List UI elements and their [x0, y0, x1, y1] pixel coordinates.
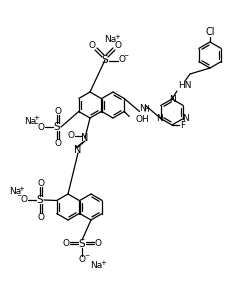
Text: +: +	[114, 34, 120, 40]
Text: H: H	[144, 105, 150, 114]
Text: N: N	[81, 133, 89, 143]
Text: Na: Na	[9, 188, 21, 196]
Text: S: S	[54, 122, 60, 132]
Text: O: O	[118, 56, 126, 64]
Text: S: S	[102, 55, 108, 65]
Text: O: O	[88, 42, 96, 50]
Text: O: O	[54, 107, 62, 115]
Text: Na: Na	[90, 262, 102, 270]
Text: O: O	[114, 42, 121, 50]
Text: F: F	[180, 121, 186, 129]
Text: +: +	[33, 115, 39, 121]
Text: O: O	[68, 131, 74, 141]
Text: Na: Na	[24, 117, 36, 125]
Text: N: N	[156, 114, 163, 123]
Text: Na: Na	[104, 36, 116, 44]
Text: O: O	[62, 239, 70, 247]
Text: N: N	[74, 145, 82, 155]
Text: ─: ─	[18, 194, 20, 199]
Text: O: O	[38, 178, 44, 188]
Text: N: N	[139, 104, 146, 113]
Text: OH: OH	[135, 115, 149, 124]
Text: N: N	[170, 95, 176, 103]
Text: +: +	[100, 260, 106, 266]
Text: O: O	[54, 139, 62, 148]
Text: ─: ─	[86, 255, 88, 260]
Text: O: O	[20, 196, 28, 205]
Text: S: S	[37, 195, 43, 205]
Text: O: O	[38, 213, 44, 221]
Text: HN: HN	[178, 82, 192, 91]
Text: +: +	[18, 186, 24, 192]
Text: Cl: Cl	[205, 27, 215, 37]
Text: O: O	[38, 123, 44, 131]
Text: S: S	[79, 239, 85, 249]
Text: ─: ─	[124, 54, 128, 60]
Text: O: O	[78, 255, 86, 264]
Text: O: O	[94, 239, 102, 247]
Text: N: N	[182, 114, 189, 123]
Text: ─: ─	[34, 121, 37, 127]
